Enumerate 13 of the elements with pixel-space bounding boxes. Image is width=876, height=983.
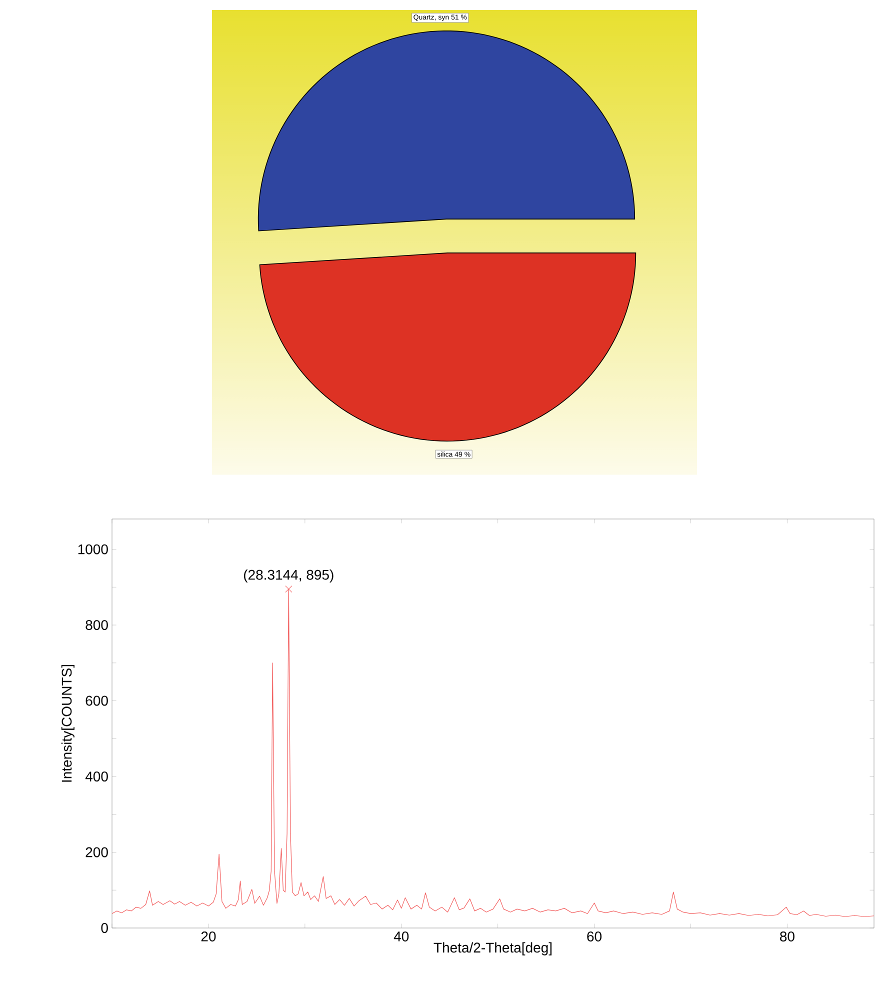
y-tick-label: 800 xyxy=(86,620,108,630)
y-tick-label: 0 xyxy=(101,923,108,933)
y-axis-title: Intensity[COUNTS] xyxy=(61,664,74,782)
y-tick-label: 400 xyxy=(85,772,108,782)
x-tick-label: 60 xyxy=(587,932,602,942)
y-tick-label: 1000 xyxy=(78,544,108,554)
x-tick-label: 20 xyxy=(201,932,216,942)
x-axis-title: Theta/2-Theta[deg] xyxy=(434,942,552,956)
y-tick-label: 200 xyxy=(86,847,108,858)
y-tick-label: 600 xyxy=(86,696,108,706)
x-tick-label: 40 xyxy=(394,932,409,942)
annotation: (28.3144, 895) xyxy=(244,569,334,583)
x-tick-label: 80 xyxy=(780,932,794,942)
